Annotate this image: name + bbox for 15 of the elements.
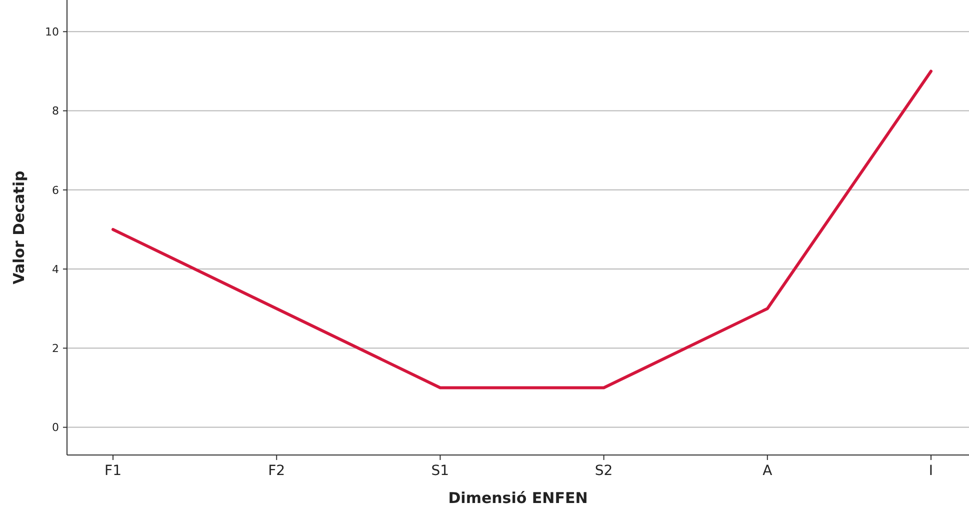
y-tick-label: 4 <box>52 262 59 276</box>
x-tick-label: S2 <box>594 463 613 479</box>
line-series <box>112 70 932 390</box>
y-tick-label: 2 <box>52 342 59 356</box>
x-axis-title: Dimensió ENFEN <box>448 489 588 507</box>
x-tick-label: F1 <box>104 463 122 479</box>
y-tick-label: 8 <box>52 104 59 118</box>
y-tick-label: 10 <box>45 26 59 38</box>
y-tick-label: 0 <box>52 421 59 434</box>
y-tick-label: 6 <box>52 184 59 197</box>
x-tick-label: I <box>928 463 934 479</box>
x-tick-label: S1 <box>431 463 450 479</box>
x-tick-label: A <box>762 463 773 479</box>
x-tick-label: F2 <box>268 463 286 479</box>
y-axis-title: Valor Decatip <box>10 170 28 284</box>
